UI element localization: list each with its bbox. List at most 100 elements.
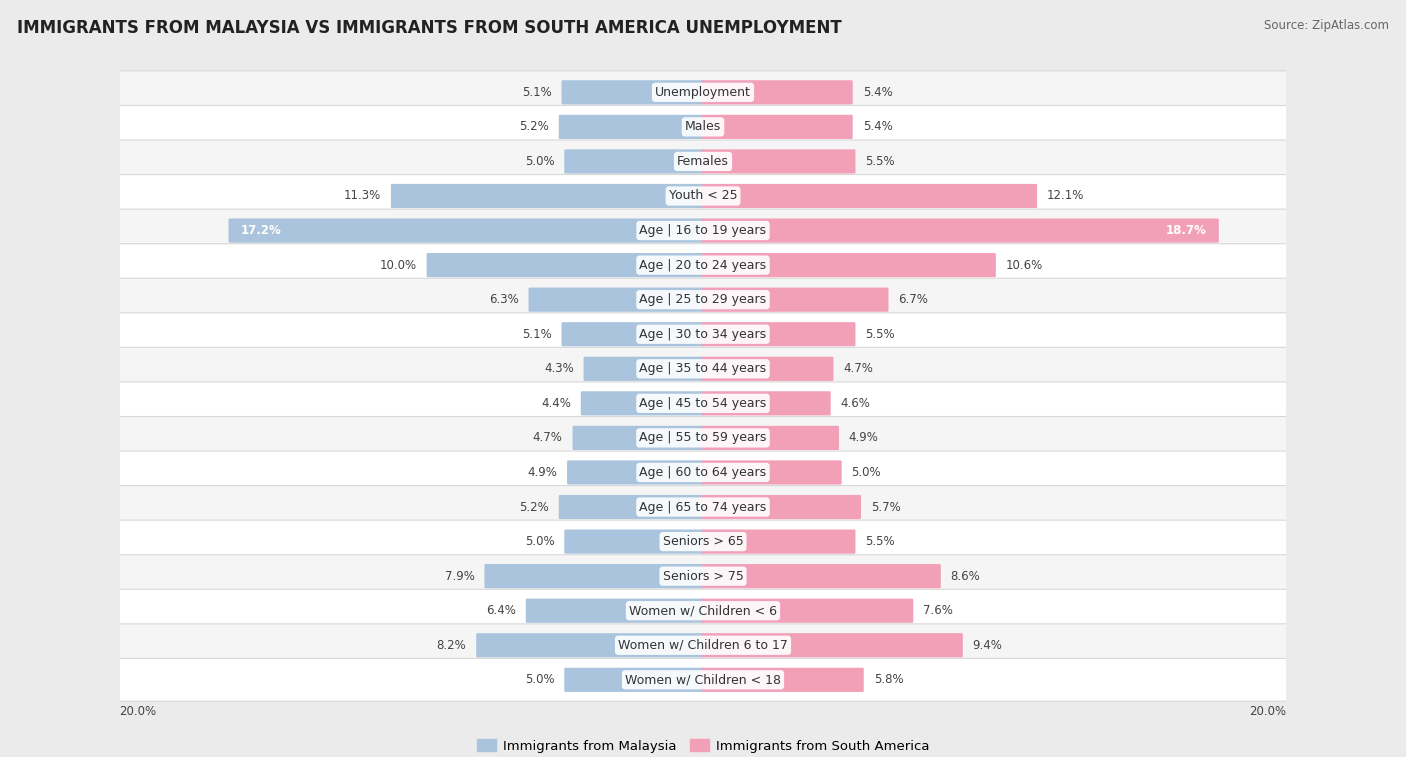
FancyBboxPatch shape (108, 451, 1298, 494)
FancyBboxPatch shape (108, 140, 1298, 183)
Text: 10.0%: 10.0% (380, 259, 416, 272)
Text: 5.7%: 5.7% (870, 500, 901, 513)
Text: 4.7%: 4.7% (844, 363, 873, 375)
Text: 7.9%: 7.9% (444, 570, 475, 583)
FancyBboxPatch shape (572, 425, 704, 450)
Text: 5.0%: 5.0% (852, 466, 882, 479)
Text: 18.7%: 18.7% (1166, 224, 1206, 237)
FancyBboxPatch shape (581, 391, 704, 416)
Text: Females: Females (678, 155, 728, 168)
Text: 6.4%: 6.4% (486, 604, 516, 617)
Text: 5.1%: 5.1% (522, 86, 551, 99)
Text: Age | 55 to 59 years: Age | 55 to 59 years (640, 431, 766, 444)
FancyBboxPatch shape (108, 347, 1298, 390)
Text: 4.9%: 4.9% (849, 431, 879, 444)
Legend: Immigrants from Malaysia, Immigrants from South America: Immigrants from Malaysia, Immigrants fro… (471, 734, 935, 757)
Text: 20.0%: 20.0% (120, 705, 156, 718)
FancyBboxPatch shape (391, 184, 704, 208)
Text: 4.7%: 4.7% (533, 431, 562, 444)
FancyBboxPatch shape (702, 80, 852, 104)
FancyBboxPatch shape (108, 416, 1298, 459)
FancyBboxPatch shape (702, 668, 863, 692)
Text: IMMIGRANTS FROM MALAYSIA VS IMMIGRANTS FROM SOUTH AMERICA UNEMPLOYMENT: IMMIGRANTS FROM MALAYSIA VS IMMIGRANTS F… (17, 19, 842, 37)
Text: 17.2%: 17.2% (240, 224, 281, 237)
FancyBboxPatch shape (702, 391, 831, 416)
Text: Age | 35 to 44 years: Age | 35 to 44 years (640, 363, 766, 375)
Text: 12.1%: 12.1% (1047, 189, 1084, 202)
Text: Unemployment: Unemployment (655, 86, 751, 99)
Text: Age | 65 to 74 years: Age | 65 to 74 years (640, 500, 766, 513)
FancyBboxPatch shape (702, 633, 963, 657)
Text: 10.6%: 10.6% (1005, 259, 1043, 272)
FancyBboxPatch shape (108, 279, 1298, 321)
FancyBboxPatch shape (702, 529, 855, 553)
FancyBboxPatch shape (108, 589, 1298, 632)
Text: 7.6%: 7.6% (924, 604, 953, 617)
Text: Age | 60 to 64 years: Age | 60 to 64 years (640, 466, 766, 479)
FancyBboxPatch shape (702, 322, 855, 347)
Text: 5.0%: 5.0% (524, 535, 554, 548)
FancyBboxPatch shape (702, 599, 914, 623)
FancyBboxPatch shape (702, 219, 1219, 243)
FancyBboxPatch shape (702, 149, 855, 173)
Text: Age | 16 to 19 years: Age | 16 to 19 years (640, 224, 766, 237)
FancyBboxPatch shape (702, 564, 941, 588)
Text: Age | 20 to 24 years: Age | 20 to 24 years (640, 259, 766, 272)
FancyBboxPatch shape (702, 115, 852, 139)
Text: 5.1%: 5.1% (522, 328, 551, 341)
Text: 4.9%: 4.9% (527, 466, 557, 479)
Text: Age | 45 to 54 years: Age | 45 to 54 years (640, 397, 766, 410)
Text: 4.6%: 4.6% (841, 397, 870, 410)
FancyBboxPatch shape (702, 288, 889, 312)
Text: 5.2%: 5.2% (519, 120, 548, 133)
FancyBboxPatch shape (108, 105, 1298, 148)
FancyBboxPatch shape (485, 564, 704, 588)
Text: 5.0%: 5.0% (524, 155, 554, 168)
FancyBboxPatch shape (702, 357, 834, 381)
FancyBboxPatch shape (108, 209, 1298, 252)
Text: 4.3%: 4.3% (544, 363, 574, 375)
FancyBboxPatch shape (702, 425, 839, 450)
Text: 6.7%: 6.7% (898, 293, 928, 306)
FancyBboxPatch shape (108, 175, 1298, 217)
FancyBboxPatch shape (229, 219, 704, 243)
FancyBboxPatch shape (108, 555, 1298, 597)
FancyBboxPatch shape (529, 288, 704, 312)
Text: 11.3%: 11.3% (343, 189, 381, 202)
Text: 4.4%: 4.4% (541, 397, 571, 410)
Text: 9.4%: 9.4% (973, 639, 1002, 652)
FancyBboxPatch shape (567, 460, 704, 484)
Text: Seniors > 65: Seniors > 65 (662, 535, 744, 548)
FancyBboxPatch shape (564, 149, 704, 173)
Text: 8.2%: 8.2% (436, 639, 467, 652)
Text: Seniors > 75: Seniors > 75 (662, 570, 744, 583)
Text: Youth < 25: Youth < 25 (669, 189, 737, 202)
FancyBboxPatch shape (702, 460, 842, 484)
FancyBboxPatch shape (561, 322, 704, 347)
Text: 20.0%: 20.0% (1250, 705, 1286, 718)
Text: 5.5%: 5.5% (865, 155, 896, 168)
Text: 8.6%: 8.6% (950, 570, 980, 583)
Text: 6.3%: 6.3% (489, 293, 519, 306)
FancyBboxPatch shape (477, 633, 704, 657)
FancyBboxPatch shape (108, 624, 1298, 667)
Text: Women w/ Children < 18: Women w/ Children < 18 (626, 673, 780, 687)
FancyBboxPatch shape (108, 244, 1298, 287)
FancyBboxPatch shape (108, 520, 1298, 563)
Text: 5.4%: 5.4% (863, 120, 893, 133)
Text: Males: Males (685, 120, 721, 133)
FancyBboxPatch shape (561, 80, 704, 104)
FancyBboxPatch shape (108, 659, 1298, 701)
Text: Age | 25 to 29 years: Age | 25 to 29 years (640, 293, 766, 306)
Text: Source: ZipAtlas.com: Source: ZipAtlas.com (1264, 19, 1389, 32)
Text: 5.0%: 5.0% (524, 673, 554, 687)
FancyBboxPatch shape (564, 529, 704, 553)
FancyBboxPatch shape (108, 485, 1298, 528)
FancyBboxPatch shape (426, 253, 704, 277)
Text: 5.5%: 5.5% (865, 535, 896, 548)
FancyBboxPatch shape (108, 382, 1298, 425)
FancyBboxPatch shape (108, 313, 1298, 356)
Text: Women w/ Children < 6: Women w/ Children < 6 (628, 604, 778, 617)
FancyBboxPatch shape (526, 599, 704, 623)
FancyBboxPatch shape (702, 495, 860, 519)
